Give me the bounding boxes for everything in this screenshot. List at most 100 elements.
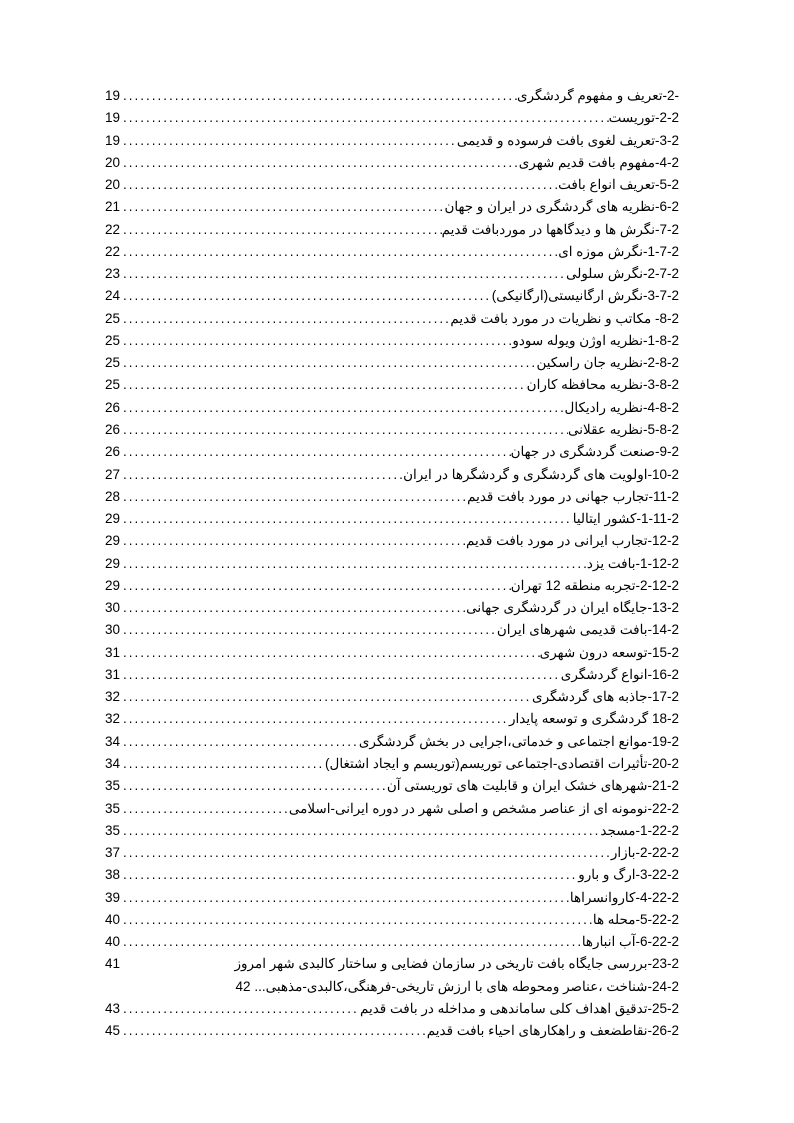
toc-entry: 2-22-2-بازار............................… [105, 842, 679, 864]
toc-page-number: 29 [105, 508, 123, 530]
toc-page-number: 25 [105, 308, 123, 330]
toc-leader-dots: ........................................… [123, 909, 593, 931]
toc-title: 1-12-2-بافت یزد [587, 553, 679, 575]
toc-title: 16-2-انواع گردشگری [561, 664, 679, 686]
toc-title: 17-2-جاذبه های گردشگری [532, 686, 679, 708]
toc-entry: 26-2-نقاطضعف و راهکارهای احیاء بافت قدیم… [105, 1020, 679, 1042]
toc-page-number: 32 [105, 708, 123, 730]
toc-entry: 3-22-2-ارگ و بارو.......................… [105, 864, 679, 886]
toc-page-number: 31 [105, 642, 123, 664]
toc-entry: 6-2-نظریه های گردشگری در ایران و جهان...… [105, 196, 679, 218]
toc-entry: 5-2-تعریف انواع بافت....................… [105, 174, 679, 196]
toc-page-number: 29 [105, 575, 123, 597]
toc-entry: 25-2-تدقیق اهداف کلی ساماندهی و مداخله د… [105, 998, 679, 1020]
toc-page-number: 19 [105, 130, 123, 152]
toc-leader-dots: ........................................… [123, 731, 359, 753]
toc-page-number: 40 [105, 909, 123, 931]
toc-leader-dots: ........................................… [123, 263, 566, 285]
toc-page-number: 19 [105, 85, 123, 107]
toc-title: 10-2-اولویت های گردشگری و گردشگرها در ای… [403, 464, 679, 486]
toc-page-number: 35 [105, 775, 123, 797]
toc-title: -2-تعریف و مفهوم گردشگری [517, 85, 679, 107]
toc-page-number: 30 [105, 619, 123, 641]
toc-page-number: 26 [105, 419, 123, 441]
toc-entry: 10-2-اولویت های گردشگری و گردشگرها در ای… [105, 464, 679, 486]
toc-title: 6-2-نظریه های گردشگری در ایران و جهان [444, 196, 679, 218]
toc-title: 5-22-2-محله ها [593, 909, 679, 931]
toc-entry: 3-2-تعریف لغوی بافت فرسوده و قدیمی......… [105, 130, 679, 152]
toc-page-number: 25 [105, 352, 123, 374]
toc-title: 18-2 گردشگری و توسعه پایدار [509, 708, 679, 730]
toc-entry: 13-2-جایگاه ایران در گردشگری جهانی......… [105, 597, 679, 619]
toc-entry: 1-11-2-کشور ایتالیا.....................… [105, 508, 679, 530]
toc-page-number: 23 [105, 263, 123, 285]
toc-title: 2-7-2-نگرش سلولی [566, 263, 679, 285]
toc-entry: 1-22-2-مسجد.............................… [105, 820, 679, 842]
toc-entry: 1-7-2-نگرش موزه ای......................… [105, 241, 679, 263]
toc-entry: 8-2- مکاتب و نظریات در مورد بافت قدیم...… [105, 308, 679, 330]
toc-entry: 16-2-انواع گردشگری......................… [105, 664, 679, 686]
toc-title: 19-2-موانع اجتماعی و خدماتی،اجرایی در بخ… [359, 731, 679, 753]
toc-entry: 4-2-مفهوم بافت قدیم شهری................… [105, 152, 679, 174]
toc-entry: 14-2-بافت قدیمی شهرهای ایران............… [105, 619, 679, 641]
table-of-contents: -2-تعریف و مفهوم گردشگری................… [105, 85, 679, 1042]
toc-page-number: 20 [105, 152, 123, 174]
toc-leader-dots: ........................................… [123, 887, 570, 909]
toc-title: 23-2-بررسی جایگاه بافت تاریخی در سازمان … [235, 953, 679, 975]
toc-leader-dots: ........................................… [123, 597, 466, 619]
toc-page-number: 37 [105, 842, 123, 864]
toc-title: 1-22-2-مسجد [600, 820, 679, 842]
toc-entry: 4-8-2-نظریه رادیکال.....................… [105, 397, 679, 419]
toc-title: 15-2-توسعه درون شهری [540, 642, 679, 664]
toc-entry: 3-7-2-نگرش ارگانیستی(ارگانیکی)..........… [105, 285, 679, 307]
toc-entry: 15-2-توسعه درون شهری....................… [105, 642, 679, 664]
toc-title: 3-22-2-ارگ و بارو [578, 864, 679, 886]
toc-entry: 5-22-2-محله ها..........................… [105, 909, 679, 931]
toc-leader-dots: ........................................… [123, 864, 578, 886]
toc-title: 12-2-تجارب ایرانی در مورد بافت قدیم [466, 530, 679, 552]
toc-entry: 2-8-2-نظریه جان راسکین..................… [105, 352, 679, 374]
toc-page-number: 35 [105, 798, 123, 820]
toc-leader-dots: ........................................… [123, 219, 442, 241]
toc-leader-dots: ........................................… [123, 441, 511, 463]
toc-leader-dots: ........................................… [123, 753, 325, 775]
toc-entry: 23-2-بررسی جایگاه بافت تاریخی در سازمان … [105, 953, 679, 975]
toc-entry: 7-2-نگرش ها و دیدگاهها در موردبافت قدیم.… [105, 219, 679, 241]
toc-page-number: 35 [105, 820, 123, 842]
toc-title: 4-2-مفهوم بافت قدیم شهری [519, 152, 679, 174]
toc-leader-dots: ........................................… [123, 1020, 427, 1042]
toc-leader-dots: ........................................… [123, 775, 387, 797]
toc-title: 2-12-2-تجربه منطقه 12 تهران [511, 575, 679, 597]
toc-entry: 19-2-موانع اجتماعی و خدماتی،اجرایی در بخ… [105, 731, 679, 753]
toc-page-number: 29 [105, 553, 123, 575]
toc-leader-dots: ........................................… [123, 397, 565, 419]
toc-title: 3-2-تعریف لغوی بافت فرسوده و قدیمی [457, 130, 679, 152]
toc-page-number: 22 [105, 241, 123, 263]
toc-leader-dots: ........................................… [123, 196, 444, 218]
toc-entry: 11-2-تجارب جهانی در مورد بافت قدیم......… [105, 486, 679, 508]
toc-entry: 2-7-2-نگرش سلولی........................… [105, 263, 679, 285]
toc-page-number: 45 [105, 1020, 123, 1042]
toc-page-number: 21 [105, 196, 123, 218]
toc-page-number: 40 [105, 931, 123, 953]
toc-leader-dots: ........................................… [123, 308, 450, 330]
toc-leader-dots: ........................................… [123, 686, 532, 708]
toc-leader-dots: ........................................… [123, 508, 573, 530]
toc-title: 21-2-شهرهای خشک ایران و قابلیت های توریس… [387, 775, 679, 797]
toc-entry: 22-2-نومونه ای از عناصر مشخص و اصلی شهر … [105, 798, 679, 820]
toc-title: 2-22-2-بازار [611, 842, 679, 864]
toc-page-number: 27 [105, 464, 123, 486]
toc-title: 3-8-2-نظریه محافظه کاران [527, 374, 679, 396]
toc-leader-dots: ........................................… [123, 285, 492, 307]
toc-title: 1-11-2-کشور ایتالیا [573, 508, 679, 530]
toc-entry: 12-2-تجارب ایرانی در مورد بافت قدیم.....… [105, 530, 679, 552]
toc-leader-dots: ........................................… [123, 130, 457, 152]
toc-leader-dots: ........................................… [123, 798, 289, 820]
toc-entry: 3-8-2-نظریه محافظه کاران................… [105, 374, 679, 396]
toc-entry: 21-2-شهرهای خشک ایران و قابلیت های توریس… [105, 775, 679, 797]
toc-leader-dots: ........................................… [123, 241, 558, 263]
toc-title: 3-7-2-نگرش ارگانیستی(ارگانیکی) [492, 285, 679, 307]
toc-leader-dots: ........................................… [123, 174, 558, 196]
toc-page-number: 41 [105, 953, 123, 975]
toc-title: 1-7-2-نگرش موزه ای [558, 241, 679, 263]
